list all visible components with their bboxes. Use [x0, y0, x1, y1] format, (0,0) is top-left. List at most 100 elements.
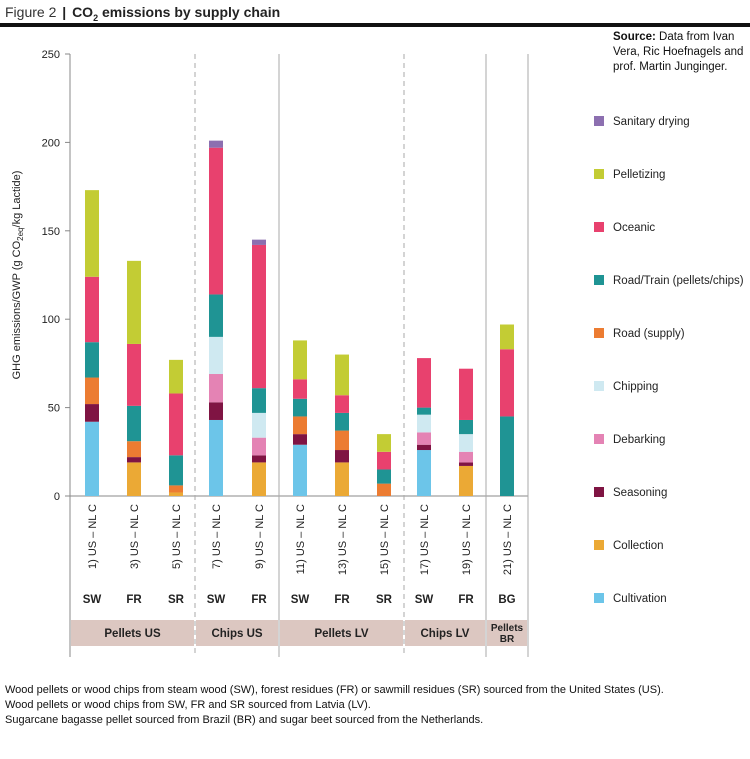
feedstock-label: SW [291, 594, 310, 606]
legend-label: Collection [613, 540, 664, 552]
bar-segment [85, 190, 99, 277]
category-label: 9) US – NL C [254, 504, 266, 569]
legend-swatch [594, 328, 604, 338]
y-tick-label: 250 [42, 49, 60, 61]
figure-caption: Wood pellets or wood chips from steam wo… [5, 683, 664, 728]
stacked-bar-chart: 0 50 100 150 200 250 GHG emissions/GWP (g CO2e… [11, 49, 744, 657]
legend-swatch [594, 169, 604, 179]
source-note: Source: Data from Ivan Vera, Ric Hoefnag… [613, 30, 748, 75]
legend-label: Road (supply) [613, 328, 685, 340]
group-label: Chips LV [421, 628, 470, 640]
bar-segment [417, 444, 431, 451]
bar-segment [209, 419, 223, 496]
feedstock-label: SR [376, 594, 393, 606]
category-label: 7) US – NL C [211, 504, 223, 569]
category-label: 1) US – NL C [87, 504, 99, 569]
legend-swatch [594, 275, 604, 285]
bar-segment [293, 416, 307, 435]
legend-label: Chipping [613, 381, 658, 393]
legend-swatch [594, 116, 604, 126]
group-label-band [405, 620, 485, 646]
feedstock-label: FR [126, 594, 142, 606]
y-tick-label: 0 [54, 491, 60, 503]
bar-segment [252, 455, 266, 463]
bar-segment [127, 441, 141, 458]
bar-segment [293, 340, 307, 380]
bar-segment [209, 374, 223, 403]
source-text: Data from Ivan Vera, Ric Hoefnagels and … [613, 31, 744, 73]
bar-segment [293, 379, 307, 399]
bar-segment [500, 349, 514, 417]
bar-segment [417, 450, 431, 496]
legend-label: Oceanic [613, 222, 655, 234]
bar-segment [417, 358, 431, 408]
figure-number: Figure 2 [5, 4, 57, 20]
group-label: Pellets US [104, 628, 161, 640]
bar-segment [500, 416, 514, 496]
bar-segment [252, 462, 266, 496]
figure-title-bar: Figure 2 | CO2 emissions by supply chain [0, 0, 750, 27]
bar-segment [85, 421, 99, 496]
bar-segment [335, 354, 349, 396]
bar-segment [169, 455, 183, 486]
y-tick-label: 100 [42, 314, 60, 326]
bar-segment [252, 437, 266, 456]
category-label: 17) US – NL C [419, 504, 431, 575]
bar-segment [293, 444, 307, 496]
bar-segment [85, 404, 99, 422]
feedstock-label: FR [251, 594, 267, 606]
bar-segment [377, 451, 391, 470]
bar-segment [209, 294, 223, 337]
category-label: 11) US – NL C [295, 504, 307, 574]
category-label: 3) US – NL C [129, 504, 141, 569]
bar-segment [169, 393, 183, 456]
bar-segment [377, 483, 391, 496]
y-axis-label: GHG emissions/GWP (g CO2eq/kg Lactide) [11, 171, 25, 380]
bar-segment [209, 336, 223, 375]
group-label: Pellets LV [314, 628, 368, 640]
category-label: 5) US – NL C [171, 504, 183, 569]
bar-segment [459, 465, 473, 496]
bar-segment [459, 434, 473, 452]
y-tick-label: 200 [42, 137, 60, 149]
bar-segment [169, 359, 183, 394]
bar-segment [209, 402, 223, 420]
bar-segment [335, 412, 349, 431]
legend-swatch [594, 381, 604, 391]
bar-segment [85, 342, 99, 378]
feedstock-label: SW [83, 594, 102, 606]
group-label-band [487, 620, 527, 646]
feedstock-label: SR [168, 594, 185, 606]
bar-segment [85, 377, 99, 405]
legend-label: Seasoning [613, 487, 667, 499]
bar-segment [127, 343, 141, 406]
feedstock-label: SW [207, 594, 226, 606]
bar-segment [459, 419, 473, 435]
legend-swatch [594, 487, 604, 497]
bar-segment [335, 395, 349, 413]
feedstock-label: BG [498, 594, 515, 606]
bar-segment [127, 462, 141, 496]
legend-swatch [594, 434, 604, 444]
bar-segment [459, 368, 473, 420]
feedstock-label: SW [415, 594, 434, 606]
y-tick-label: 50 [48, 403, 60, 415]
bar-segment [459, 462, 473, 466]
group-label-band [280, 620, 403, 646]
bar-segment [209, 140, 223, 148]
legend-label: Sanitary drying [613, 116, 690, 128]
bar-segment [252, 239, 266, 245]
source-label: Source: [613, 31, 656, 43]
caption-line-1: Wood pellets or wood chips from steam wo… [5, 684, 664, 696]
bar-segment [500, 324, 514, 350]
legend-swatch [594, 593, 604, 603]
legend-swatch [594, 222, 604, 232]
legend-label: Pelletizing [613, 169, 665, 181]
legend-label: Debarking [613, 434, 665, 446]
bar-segment [293, 434, 307, 445]
bar-segment [335, 462, 349, 496]
legend-label: Road/Train (pellets/chips) [613, 275, 744, 287]
bar-segment [209, 147, 223, 295]
category-label: 13) US – NL C [337, 504, 349, 575]
bar-segment [335, 450, 349, 463]
